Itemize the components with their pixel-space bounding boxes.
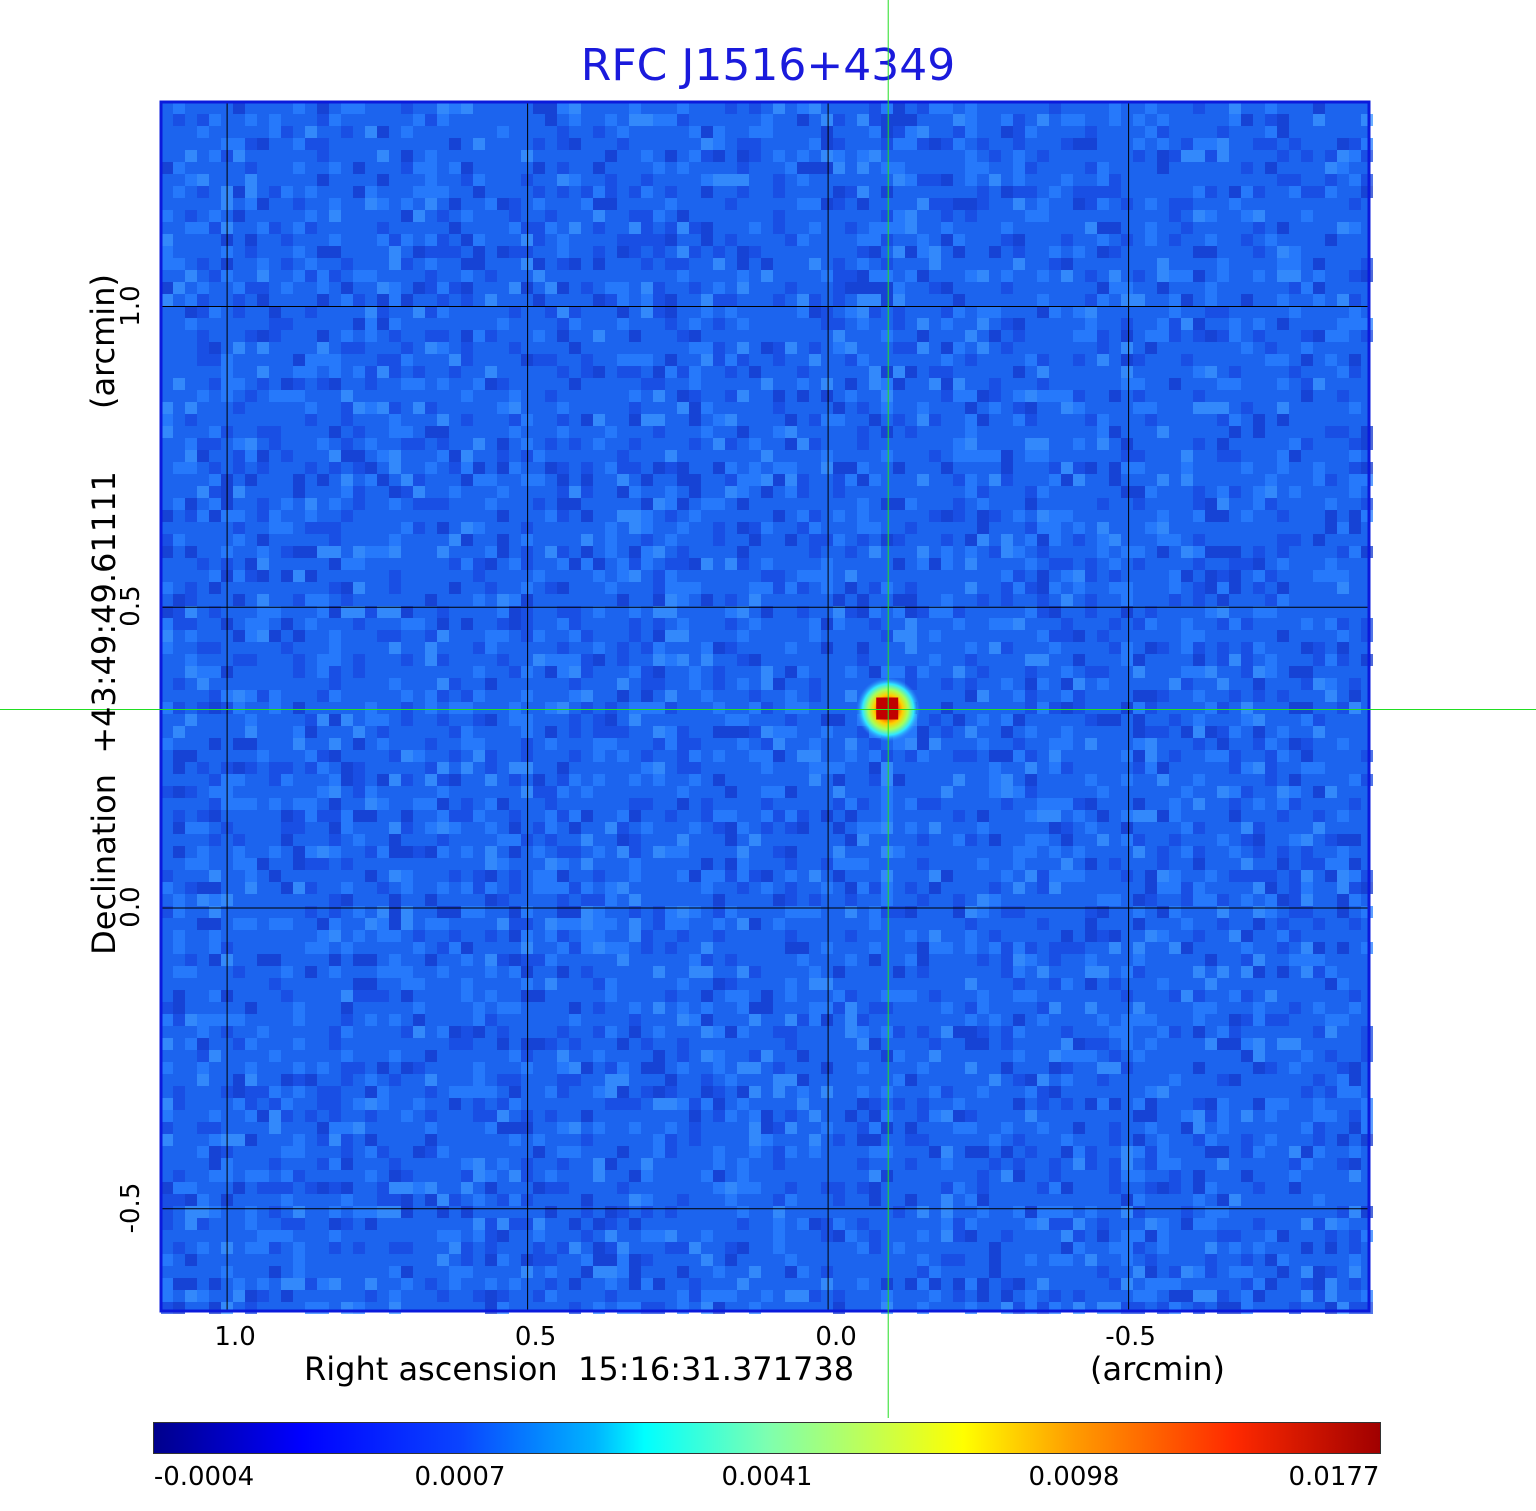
plot-frame xyxy=(159,100,1371,1313)
colorbar-tick-label: 0.0041 xyxy=(721,1462,813,1492)
x-tick-label: 1.0 xyxy=(214,1322,256,1352)
x-tick-label: 0.0 xyxy=(815,1322,857,1352)
x-tick-label: -0.5 xyxy=(1105,1322,1156,1352)
colorbar-tick-label: 0.0007 xyxy=(414,1462,506,1492)
colorbar xyxy=(153,1422,1381,1454)
chart-title: RFC J1516+4349 xyxy=(580,40,956,91)
colorbar-tick-label: -0.0004 xyxy=(153,1462,255,1492)
colorbar-tick-label: 0.0177 xyxy=(1288,1462,1380,1492)
pixel-noise xyxy=(161,102,1373,1314)
source-peak-pixel xyxy=(876,697,899,720)
x-tick-label: 0.5 xyxy=(514,1322,557,1352)
x-axis-unit: (arcmin) xyxy=(1090,1350,1225,1388)
x-axis-label: Right ascension 15:16:31.371738 xyxy=(304,1350,855,1388)
y-axis-unit: (arcmin) xyxy=(84,274,122,409)
colorbar-tick-label: 0.0098 xyxy=(1028,1462,1120,1492)
